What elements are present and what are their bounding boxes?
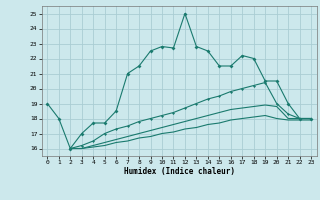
X-axis label: Humidex (Indice chaleur): Humidex (Indice chaleur) bbox=[124, 167, 235, 176]
